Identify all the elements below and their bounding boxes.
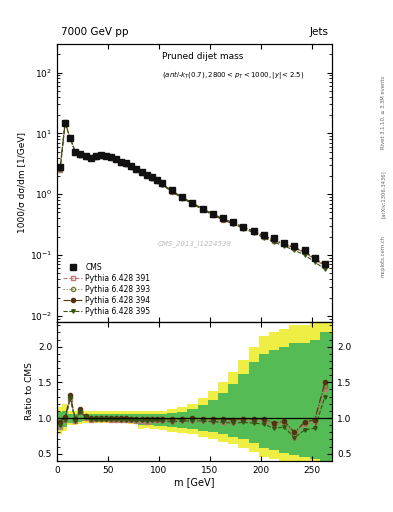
Y-axis label: 1000/σ dσ/dm [1/GeV]: 1000/σ dσ/dm [1/GeV] [17,132,26,233]
Text: mcplots.cern.ch: mcplots.cern.ch [381,235,386,277]
Text: Jets: Jets [309,27,328,37]
Text: $(anti$-$k_T(0.7), 2800{<}p_T{<}1000, |y|{<}2.5)$: $(anti$-$k_T(0.7), 2800{<}p_T{<}1000, |y… [162,69,304,80]
Text: 7000 GeV pp: 7000 GeV pp [61,27,129,37]
Text: [arXiv:1306.3436]: [arXiv:1306.3436] [381,170,386,219]
X-axis label: m [GeV]: m [GeV] [174,477,215,487]
Text: Rivet 3.1.10, ≥ 3.3M events: Rivet 3.1.10, ≥ 3.3M events [381,76,386,150]
Y-axis label: Ratio to CMS: Ratio to CMS [25,362,33,420]
Text: CMS_2013_I1224539: CMS_2013_I1224539 [158,241,231,247]
Text: Pruned dijet mass: Pruned dijet mass [162,52,243,61]
Legend: CMS, Pythia 6.428 391, Pythia 6.428 393, Pythia 6.428 394, Pythia 6.428 395: CMS, Pythia 6.428 391, Pythia 6.428 393,… [61,261,152,318]
